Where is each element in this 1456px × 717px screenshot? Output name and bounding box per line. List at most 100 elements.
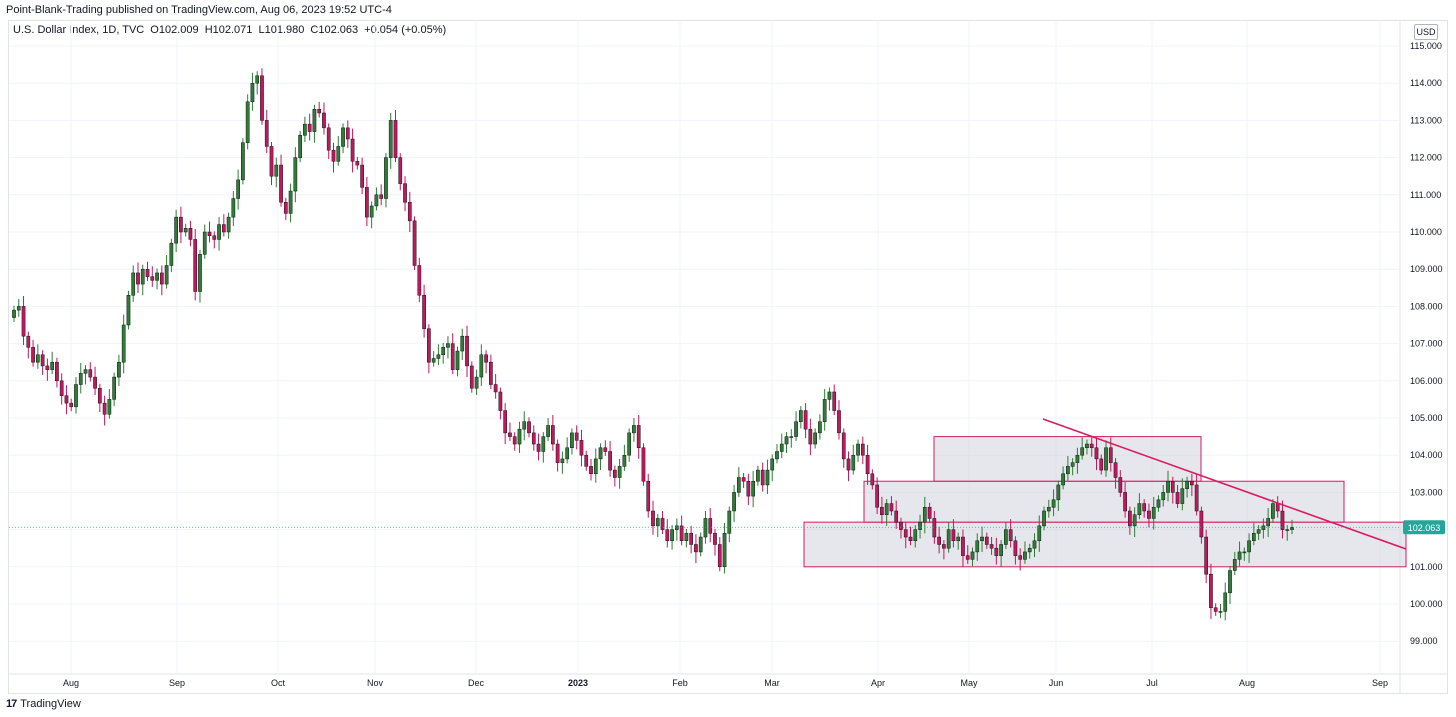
candle-body bbox=[1099, 458, 1104, 471]
trendline bbox=[1042, 418, 1407, 550]
candle-body bbox=[97, 387, 102, 404]
candle-body bbox=[875, 484, 879, 508]
candle-body bbox=[813, 432, 817, 445]
candle-body bbox=[741, 477, 746, 482]
candle-body bbox=[26, 335, 31, 348]
candle-body bbox=[860, 443, 865, 456]
candle-body bbox=[665, 529, 670, 542]
candle-body bbox=[260, 75, 264, 121]
y-tick-label: 99.000 bbox=[1410, 636, 1438, 646]
candle-body bbox=[946, 529, 951, 549]
candle-body bbox=[159, 272, 164, 285]
y-tick-label: 110.000 bbox=[1410, 227, 1442, 237]
candle-body bbox=[560, 458, 565, 463]
candle-body bbox=[469, 365, 474, 389]
y-tick-label: 115.000 bbox=[1410, 41, 1442, 51]
candle-body bbox=[770, 458, 775, 471]
candle-body bbox=[117, 361, 121, 378]
candle-body bbox=[69, 402, 74, 408]
candle-body bbox=[698, 536, 703, 553]
x-tick-label: Jun bbox=[1049, 678, 1064, 688]
candle-body bbox=[212, 235, 217, 240]
candle-body bbox=[598, 447, 603, 460]
candle-body bbox=[856, 443, 860, 456]
candle-body bbox=[245, 101, 250, 143]
candle-body bbox=[722, 533, 727, 568]
footer: 17 TradingView bbox=[6, 698, 81, 710]
legend-change: +0.054 (+0.05%) bbox=[364, 24, 447, 36]
candle-body bbox=[679, 525, 684, 542]
candle-body bbox=[660, 518, 665, 530]
candle-body bbox=[1190, 480, 1194, 486]
candle-body bbox=[217, 224, 221, 240]
candle-body bbox=[221, 224, 226, 233]
candle-body bbox=[1075, 454, 1080, 463]
candle-body bbox=[570, 432, 574, 449]
candle-body bbox=[1194, 484, 1199, 512]
candle-body bbox=[1080, 447, 1085, 456]
x-tick-label: Jul bbox=[1146, 678, 1158, 688]
candle-body bbox=[1223, 592, 1228, 612]
candle-body bbox=[756, 469, 760, 482]
x-tick-label: Mar bbox=[764, 678, 780, 688]
candle-body bbox=[474, 376, 479, 389]
candle-body bbox=[803, 410, 808, 430]
published-header: Point-Blank-Trading published on Trading… bbox=[6, 4, 392, 16]
candle-body bbox=[727, 510, 732, 534]
y-tick-label: 105.000 bbox=[1410, 413, 1443, 423]
candle-body bbox=[1037, 525, 1042, 542]
candle-body bbox=[536, 443, 541, 452]
currency-button[interactable]: USD bbox=[1414, 24, 1438, 40]
candle-body bbox=[641, 447, 646, 482]
candle-body bbox=[522, 421, 527, 430]
x-tick-label: Sep bbox=[1372, 678, 1388, 688]
y-tick-label: 106.000 bbox=[1410, 376, 1443, 386]
candle-body bbox=[508, 432, 512, 437]
candle-body bbox=[574, 432, 579, 441]
symbol-legend: U.S. Dollar Index, 1D, TVC O102.009 H102… bbox=[13, 24, 449, 36]
candle-body bbox=[798, 410, 803, 422]
candle-body bbox=[784, 436, 789, 445]
candle-body bbox=[579, 440, 584, 456]
candle-body bbox=[350, 138, 355, 162]
candle-body bbox=[198, 254, 202, 292]
candle-body bbox=[808, 428, 813, 445]
candle-body bbox=[121, 324, 126, 363]
candle-body bbox=[465, 335, 469, 367]
candle-body bbox=[1113, 462, 1118, 478]
candle-body bbox=[922, 507, 927, 523]
x-tick-label: Dec bbox=[468, 678, 485, 688]
candle-body bbox=[188, 228, 193, 240]
candle-body bbox=[713, 533, 717, 545]
candle-body bbox=[484, 354, 488, 363]
candle-body bbox=[555, 443, 560, 463]
candle-body bbox=[932, 518, 937, 538]
candle-body bbox=[1185, 480, 1189, 489]
candle-body bbox=[1170, 480, 1175, 493]
candle-body bbox=[379, 194, 384, 199]
candle-body bbox=[479, 354, 484, 378]
candle-body bbox=[1209, 573, 1213, 608]
candle-body bbox=[927, 507, 932, 519]
candle-body bbox=[59, 380, 64, 396]
candle-body bbox=[303, 123, 307, 136]
candle-body bbox=[1232, 559, 1237, 571]
candle-body bbox=[341, 127, 345, 147]
candle-body bbox=[1027, 547, 1032, 553]
y-tick-label: 114.000 bbox=[1410, 78, 1442, 88]
candle-body bbox=[293, 157, 298, 192]
candle-body bbox=[937, 536, 941, 545]
candle-body bbox=[83, 369, 88, 374]
candle-body bbox=[231, 198, 236, 218]
candle-body bbox=[12, 309, 16, 318]
candle-body bbox=[765, 469, 770, 486]
candle-body bbox=[646, 480, 651, 512]
candle-body bbox=[775, 451, 779, 460]
candle-body bbox=[179, 216, 183, 233]
candle-body bbox=[1042, 510, 1046, 527]
candle-body bbox=[1247, 540, 1251, 553]
candle-body bbox=[131, 272, 136, 296]
candle-body bbox=[999, 544, 1003, 556]
x-tick-label: Oct bbox=[271, 678, 286, 688]
